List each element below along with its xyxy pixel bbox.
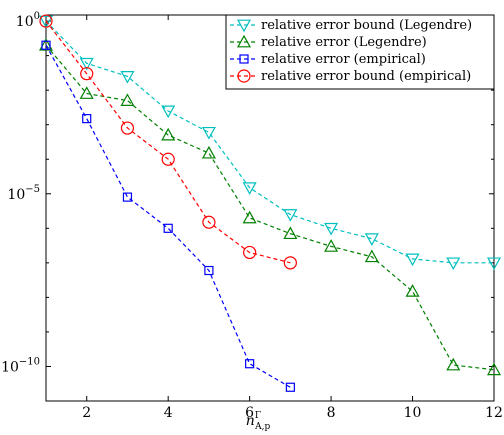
data-point [324,239,339,252]
x-tick-label: 4 [164,405,173,421]
data-point [161,152,175,166]
data-point [236,19,252,33]
data-point [242,182,257,195]
data-point [446,257,461,271]
x-axis-label: nΓ A,p [246,411,271,432]
data-point [41,40,51,50]
legend-label: relative error bound (empirical) [261,69,471,84]
legend-item: relative error bound (empirical) [230,69,471,84]
data-point [405,253,420,267]
data-point [201,126,216,140]
data-point [324,222,339,236]
y-tick-label: 10−5 [7,184,40,203]
x-axis-label-sub: A,p [254,422,270,432]
series [41,40,295,392]
data-point [405,284,420,297]
data-point [242,210,257,224]
x-axis-label-sup: Γ [255,411,261,421]
x-axis-label-main: n [246,413,255,429]
series [39,14,297,270]
data-point [486,362,502,376]
data-point [285,382,295,392]
data-point [245,359,255,369]
data-point [82,114,92,124]
data-point [161,105,176,119]
y-tick-label: 10−10 [1,356,40,375]
data-point [446,357,461,371]
data-point [161,127,176,141]
x-tick-label: 6 [245,405,254,421]
series [38,15,502,271]
x-tick-label: 10 [404,405,422,421]
data-point [120,121,135,135]
x-tick-label: 12 [485,405,503,421]
series [38,37,502,376]
data-point [38,15,54,29]
series-line [45,20,291,264]
data-point [79,86,94,99]
data-point [486,257,502,271]
y-axis: 100 10−5 10−10 [1,11,494,402]
data-point [364,249,379,263]
data-point [120,71,135,84]
legend-box [225,14,495,90]
series-line [45,20,494,264]
series-layer [38,14,502,392]
data-point [163,223,173,233]
data-point [201,145,216,159]
legend-label: relative error bound (Legendre) [261,18,472,33]
legend-item: relative error (empirical) [230,52,426,67]
data-point [38,37,54,51]
legend-label: relative error (empirical) [261,52,426,67]
data-point [283,256,297,270]
data-point [243,245,257,260]
legend: relative error bound (Legendre) relative … [225,14,495,90]
data-point [204,265,214,276]
data-point [283,209,298,222]
data-point [239,54,249,64]
y-tick-label: 100 [16,11,40,30]
legend-item: relative error bound (Legendre) [230,18,472,33]
data-point [122,192,133,202]
data-point [202,215,216,229]
data-point [236,34,252,48]
x-tick-label: 8 [327,405,336,421]
data-point [79,57,94,71]
data-point [80,67,94,81]
x-tick-label: 2 [82,405,91,421]
legend-label: relative error (Legendre) [261,35,427,50]
data-point [237,69,251,83]
data-point [120,93,135,106]
data-point [364,233,379,246]
legend-item: relative error (Legendre) [230,34,427,50]
data-point [283,226,298,240]
data-point [39,14,53,28]
